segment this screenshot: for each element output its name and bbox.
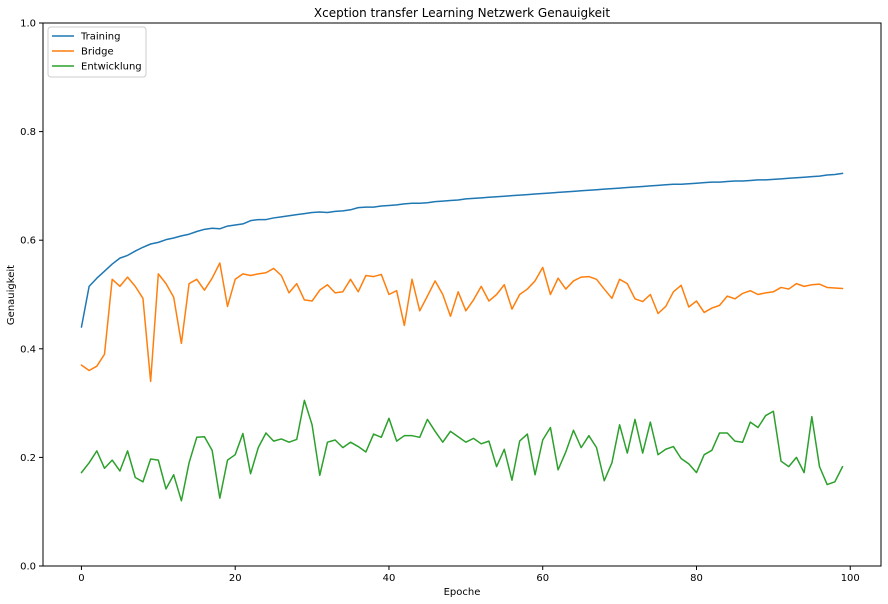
- legend: Training Bridge Entwicklung: [47, 26, 147, 78]
- y-axis-label: Genauigkeit: [6, 265, 17, 325]
- x-axis-label: Epoche: [444, 587, 481, 598]
- y-tick-label: 0.4: [20, 344, 36, 355]
- series-line-training: [80, 172, 844, 328]
- legend-label-training: Training: [80, 32, 120, 43]
- x-tick-label: 100: [841, 573, 860, 584]
- x-tick-label: 0: [78, 573, 84, 584]
- x-tick-label: 20: [229, 573, 242, 584]
- x-tick-label: 60: [536, 573, 549, 584]
- legend-entries: Training Bridge Entwicklung: [52, 32, 142, 73]
- y-tick-label: 1.0: [20, 19, 36, 30]
- plot-frame: [42, 22, 882, 567]
- x-tick-label: 80: [690, 573, 703, 584]
- y-tick-label: 0.6: [20, 236, 36, 247]
- plot-area: 0 20 40 60 80 100 0.0 0.2 0.4 0.6 0.8 1.0: [20, 19, 882, 584]
- chart-title: Xception transfer Learning Netzwerk Gena…: [314, 6, 610, 20]
- y-axis-ticks: 0.0 0.2 0.4 0.6 0.8 1.0: [20, 19, 43, 573]
- legend-label-bridge: Bridge: [81, 47, 114, 58]
- series-layer: [80, 172, 844, 502]
- y-tick-label: 0.2: [20, 453, 36, 464]
- series-line-entwicklung: [80, 399, 844, 502]
- y-tick-label: 0.8: [20, 127, 36, 138]
- series-line-bridge: [80, 262, 844, 383]
- legend-box: [47, 26, 147, 78]
- legend-label-entwicklung: Entwicklung: [81, 62, 142, 73]
- x-tick-label: 40: [383, 573, 396, 584]
- y-tick-label: 0.0: [20, 562, 36, 573]
- x-axis-ticks: 0 20 40 60 80 100: [78, 566, 860, 584]
